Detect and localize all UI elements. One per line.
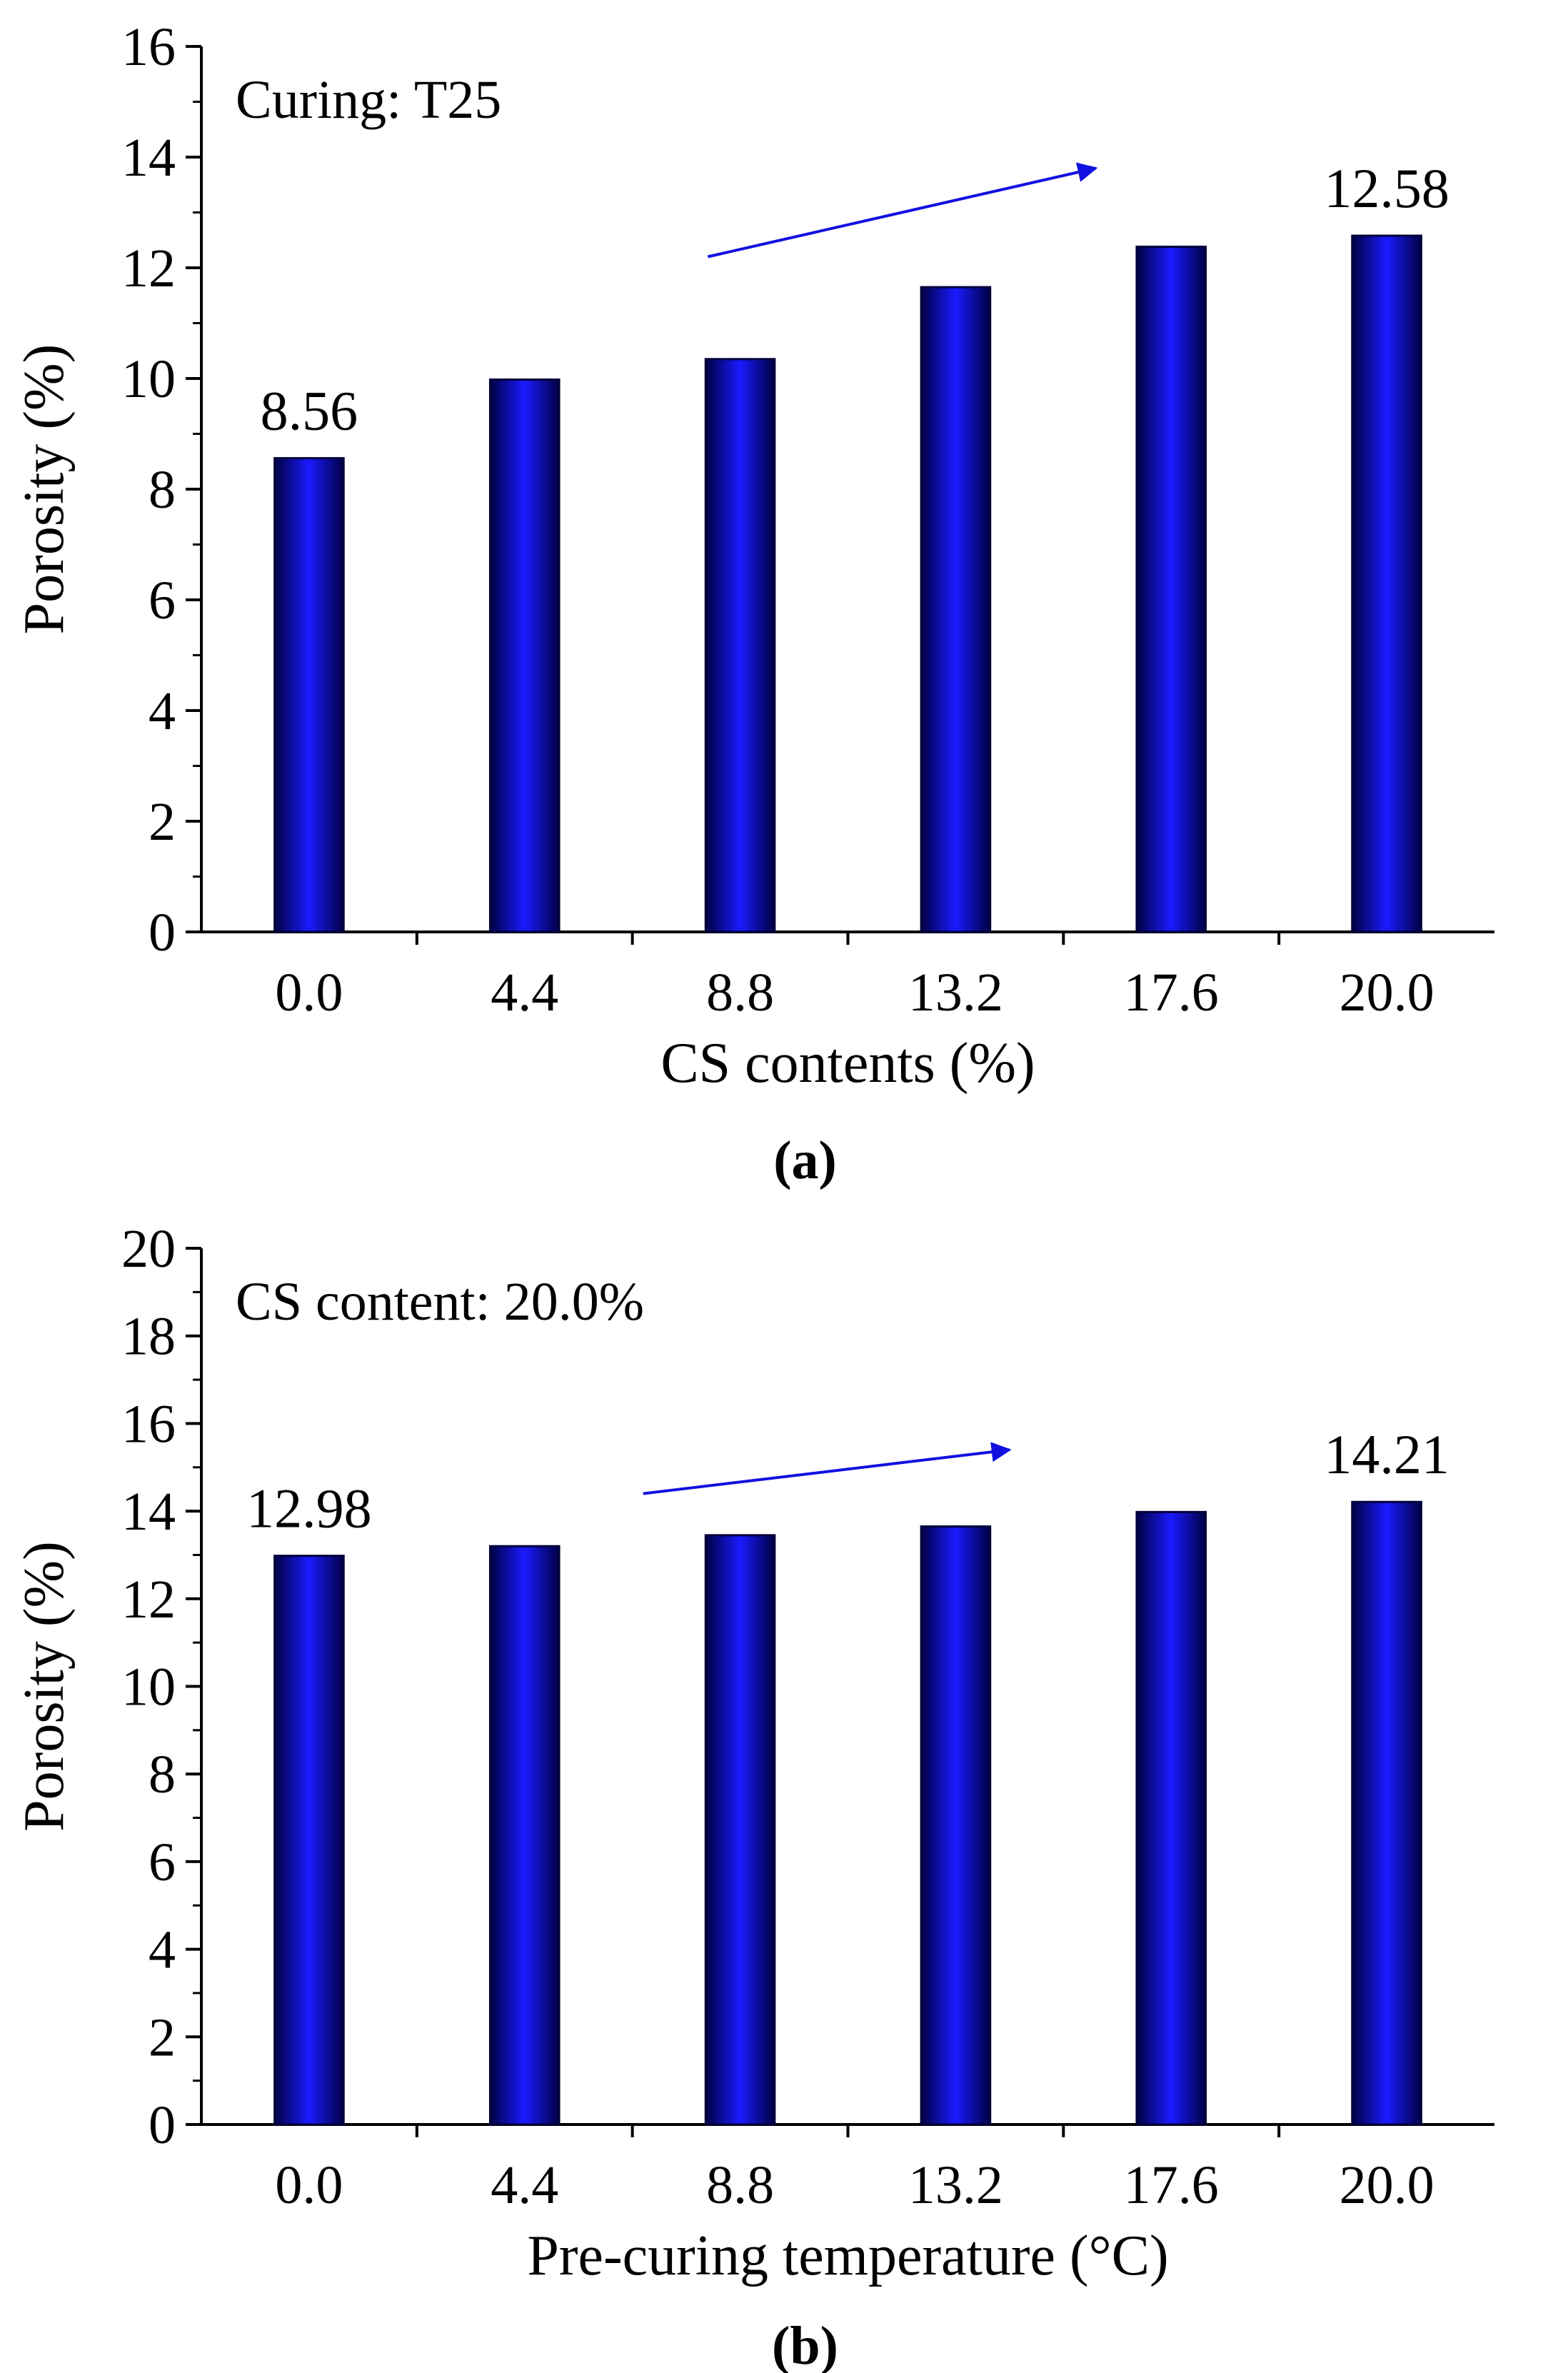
chart-a-x-tick-label: 20.0 bbox=[1340, 963, 1434, 1023]
chart-panel-b: 0 2 4 6 8 10 12 14 16 18 20 0.0 4.4 8.8 13.2 17.6 20.0 12… bbox=[13, 1219, 1494, 2373]
chart-a-x-tick-label: 8.8 bbox=[706, 963, 774, 1023]
chart-a-y-tick-label: 8 bbox=[149, 460, 176, 520]
chart-a-x-axis-title: CS contents (%) bbox=[660, 1032, 1035, 1095]
chart-b-y-tick-label: 6 bbox=[149, 1832, 176, 1892]
chart-a-y-tick-label: 6 bbox=[149, 571, 176, 631]
chart-b-bar-13.2 bbox=[920, 1525, 992, 2126]
chart-b-data-label: 14.21 bbox=[1324, 1423, 1449, 1485]
chart-a-bar-20.0 bbox=[1351, 234, 1422, 933]
chart-a-x-tick-label: 4.4 bbox=[491, 963, 558, 1023]
chart-b-x-tick-label: 17.6 bbox=[1124, 2155, 1219, 2215]
chart-b-y-tick-label: 16 bbox=[121, 1394, 176, 1454]
chart-a-bar-8.8 bbox=[704, 358, 776, 933]
chart-b-x-tick-label: 4.4 bbox=[491, 2155, 558, 2215]
chart-a-y-tick-label: 12 bbox=[121, 239, 176, 298]
chart-b-data-label: 12.98 bbox=[246, 1478, 372, 1540]
chart-b-x-tick-label: 0.0 bbox=[275, 2155, 343, 2215]
chart-a-y-tick-label: 14 bbox=[121, 128, 176, 188]
chart-a-annotation: Curing: T25 bbox=[236, 70, 501, 130]
chart-b-x-tick-label: 8.8 bbox=[706, 2155, 774, 2215]
chart-b-y-tick-label: 20 bbox=[121, 1219, 176, 1279]
chart-b-y-tick-label: 0 bbox=[149, 2095, 176, 2155]
chart-b-y-tick-label: 4 bbox=[149, 1920, 176, 1980]
chart-b-y-tick-label: 10 bbox=[121, 1657, 176, 1717]
chart-b-y-tick-label: 8 bbox=[149, 1745, 176, 1805]
chart-panel-a: 0 2 4 6 8 10 12 14 16 0.0 4.4 8.8 13.2 17.6 20.0 8.56 12… bbox=[13, 17, 1494, 1190]
chart-a-y-tick-label: 2 bbox=[149, 792, 176, 852]
chart-b-bar-8.8 bbox=[704, 1534, 776, 2126]
chart-b-x-tick-label: 13.2 bbox=[908, 2155, 1003, 2215]
chart-b-x-tick-label: 20.0 bbox=[1340, 2155, 1434, 2215]
chart-a-y-tick-label: 10 bbox=[121, 349, 176, 409]
chart-b-x-axis-title: Pre-curing temperature (°C) bbox=[527, 2224, 1168, 2287]
chart-b-bar-0.0 bbox=[273, 1555, 345, 2126]
chart-a-bar-17.6 bbox=[1135, 246, 1207, 933]
chart-a-data-label: 8.56 bbox=[261, 380, 358, 442]
chart-b-bar-20.0 bbox=[1351, 1500, 1422, 2126]
chart-b-bar-4.4 bbox=[488, 1545, 561, 2126]
chart-a-bar-4.4 bbox=[488, 378, 561, 933]
chart-a-x-tick-label: 17.6 bbox=[1124, 963, 1219, 1023]
chart-a-x-tick-label: 0.0 bbox=[275, 963, 343, 1023]
chart-b-annotation: CS content: 20.0% bbox=[236, 1272, 644, 1332]
chart-b-y-axis-title: Porosity (%) bbox=[13, 1541, 76, 1832]
chart-a-bar-13.2 bbox=[920, 286, 992, 933]
chart-a-data-label: 12.58 bbox=[1324, 157, 1449, 219]
chart-a-y-tick-label: 4 bbox=[149, 681, 176, 741]
chart-b-panel-label: (b) bbox=[772, 2316, 838, 2373]
chart-b-trend-arrow bbox=[643, 1442, 1012, 1495]
chart-a-y-tick-label: 16 bbox=[121, 17, 176, 77]
chart-a-y-tick-label: 0 bbox=[149, 903, 176, 963]
chart-b-y-tick-label: 12 bbox=[121, 1570, 176, 1630]
chart-b-y-tick-label: 14 bbox=[121, 1482, 176, 1542]
chart-a-y-axis-title: Porosity (%) bbox=[13, 344, 76, 635]
chart-a-bar-0.0 bbox=[273, 457, 345, 933]
chart-b-bar-17.6 bbox=[1135, 1510, 1207, 2126]
chart-a-trend-arrow bbox=[707, 162, 1098, 259]
chart-b-y-tick-label: 2 bbox=[149, 2007, 176, 2067]
chart-b-y-tick-label: 18 bbox=[121, 1307, 176, 1367]
chart-a-x-tick-label: 13.2 bbox=[908, 963, 1003, 1023]
chart-a-panel-label: (a) bbox=[773, 1130, 837, 1190]
